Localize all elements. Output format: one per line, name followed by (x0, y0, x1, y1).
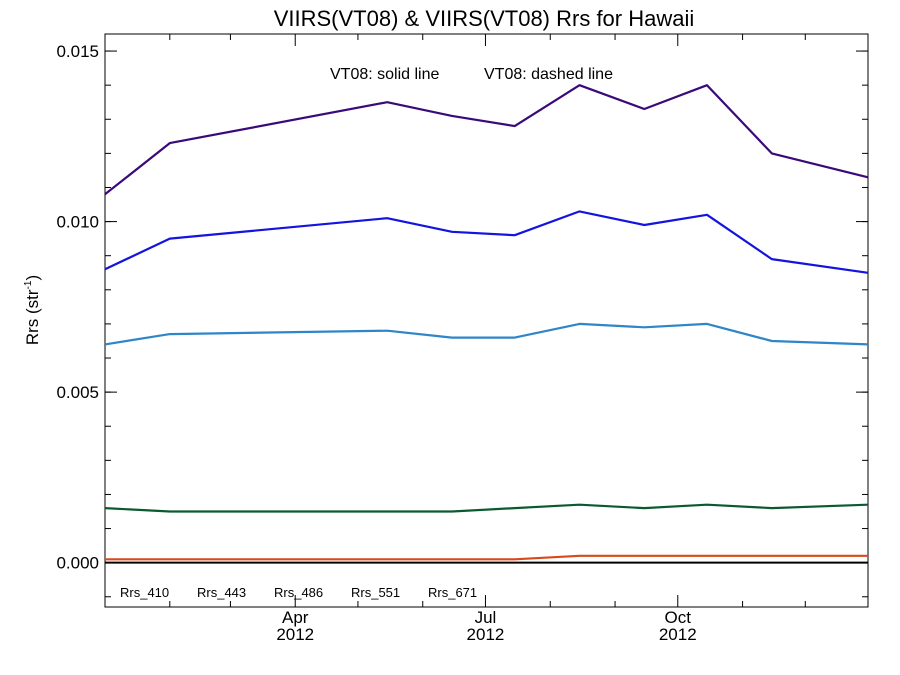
plot-area: 0.0000.0050.0100.015Apr2012Jul2012Oct201… (56, 33, 869, 644)
y-tick-label: 0.005 (56, 383, 99, 402)
x-tick-label-month: Apr (282, 608, 309, 627)
x-tick-label-month: Jul (475, 608, 497, 627)
annotation-dashed: VT08: dashed line (484, 66, 613, 83)
x-tick-label-year: 2012 (276, 625, 314, 644)
series-line-rrs-486 (104, 322, 869, 346)
y-axis-title: Rrs (str-1) (23, 275, 42, 345)
legend-label-rrs-443: Rrs_443 (197, 585, 246, 600)
x-tick-label-year: 2012 (467, 625, 505, 644)
x-tick-label-month: Oct (665, 608, 692, 627)
y-tick-label: 0.010 (56, 213, 99, 232)
legend-label-rrs-551: Rrs_551 (351, 585, 400, 600)
series-line-rrs-443 (104, 210, 869, 274)
x-tick-label-year: 2012 (659, 625, 697, 644)
plot-frame (104, 33, 869, 608)
series-line-rrs-671 (105, 554, 868, 561)
y-axis-title-close: ) (23, 275, 42, 281)
legend-label-rrs-486: Rrs_486 (274, 585, 323, 600)
y-axis-title-sup: -1 (23, 280, 34, 289)
annotation-solid: VT08: solid line (330, 66, 439, 83)
y-tick-label: 0.000 (56, 554, 99, 573)
y-tick-label: 0.015 (56, 42, 99, 61)
y-axis-title-main: Rrs (str (23, 289, 42, 345)
chart-title: VIIRS(VT08) & VIIRS(VT08) Rrs for Hawaii (274, 6, 695, 31)
legend-label-rrs-671: Rrs_671 (428, 585, 477, 600)
legend-label-rrs-410: Rrs_410 (120, 585, 169, 600)
series-line-rrs-410 (104, 84, 869, 196)
series-line-rrs-551 (104, 503, 869, 513)
